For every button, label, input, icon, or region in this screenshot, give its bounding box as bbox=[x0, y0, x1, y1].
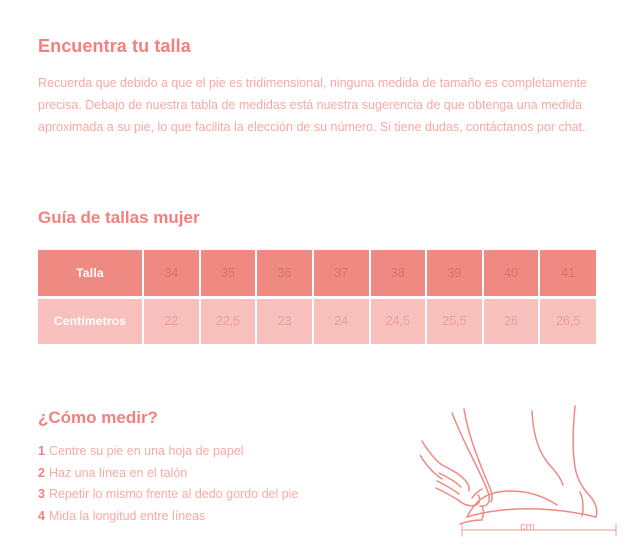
step-text: Haz una línea en el talón bbox=[48, 465, 188, 480]
table-cell-cm: 25,5 bbox=[425, 295, 483, 344]
table-row-talla: Talla 34 35 36 37 38 39 40 41 bbox=[38, 250, 596, 297]
finger-line-2 bbox=[438, 472, 462, 488]
intro-section: Encuentra tu talla Recuerda que debido a… bbox=[38, 36, 598, 138]
step-text: Mida la longitud entre líneas bbox=[48, 508, 206, 523]
finger-line-4 bbox=[435, 487, 459, 501]
size-chart-table: Talla 34 35 36 37 38 39 40 41 Centímetro… bbox=[38, 250, 596, 344]
measurement-unit-label: cm bbox=[520, 521, 535, 533]
list-item: 4 Mida la longitud entre líneas bbox=[38, 506, 418, 528]
hand-back-line bbox=[421, 440, 443, 466]
leg-back-line bbox=[572, 405, 591, 497]
table-cell-cm: 26,5 bbox=[538, 295, 596, 344]
row-header-talla: Talla bbox=[38, 250, 143, 297]
step-number: 4 bbox=[38, 508, 45, 523]
pencil-tip-line bbox=[479, 486, 490, 507]
sole-line bbox=[466, 508, 597, 518]
row-header-centimetros: Centímetros bbox=[38, 295, 143, 344]
pencil-mark-line bbox=[481, 505, 485, 520]
table-cell-cm: 24,5 bbox=[368, 295, 427, 344]
list-item: 3 Repetir lo mismo frente al dedo gordo d… bbox=[38, 484, 418, 506]
table-cell-size: 36 bbox=[255, 250, 313, 297]
hand-wrist-line bbox=[420, 454, 443, 480]
pencil-edge-left bbox=[451, 412, 487, 488]
measurement-bar bbox=[461, 523, 617, 537]
table-cell-size: 40 bbox=[481, 250, 540, 297]
how-to-measure-title: ¿Cómo medir? bbox=[38, 408, 158, 427]
page-title: Encuentra tu talla bbox=[38, 36, 191, 56]
list-item: 2 Haz una línea en el talón bbox=[38, 463, 418, 485]
paper-edge-line bbox=[459, 519, 483, 525]
foot-measuring-illustration bbox=[420, 393, 635, 543]
table-cell-cm: 26 bbox=[481, 295, 540, 344]
finger-line-3 bbox=[436, 480, 460, 495]
big-toe-line bbox=[471, 488, 483, 499]
intro-paragraph: Recuerda que debido a que el pie es trid… bbox=[38, 75, 587, 134]
table-cell-size: 41 bbox=[538, 250, 596, 297]
list-item: 1 Centre su pie en una hoja de papel bbox=[38, 441, 418, 463]
size-guide-title: Guía de tallas mujer bbox=[38, 208, 200, 227]
foot-instep-line bbox=[531, 410, 564, 486]
step-number: 3 bbox=[38, 487, 45, 501]
table-cell-size: 38 bbox=[368, 250, 427, 297]
thumb-line bbox=[457, 494, 481, 507]
finger-line-1 bbox=[441, 464, 470, 492]
table-cell-cm: 24 bbox=[311, 295, 370, 344]
pencil-tip-line-2 bbox=[489, 487, 493, 503]
step-text: Repetir lo mismo frente al dedo gordo de… bbox=[48, 487, 299, 501]
heel-line bbox=[589, 495, 598, 518]
measure-steps-list: 1 Centre su pie en una hoja de papel 2 Haz… bbox=[38, 441, 418, 527]
table-cell-cm: 22,5 bbox=[198, 295, 257, 344]
toe-top-line bbox=[466, 490, 558, 518]
table-cell-size: 39 bbox=[425, 250, 483, 297]
pencil-edge-right bbox=[463, 408, 491, 489]
table-cell-cm: 22 bbox=[142, 295, 200, 344]
table-cell-size: 35 bbox=[198, 250, 257, 297]
step-number: 1 bbox=[38, 444, 45, 458]
ankle-crease-line bbox=[579, 491, 584, 517]
table-cell-size: 37 bbox=[311, 250, 370, 297]
step-number: 2 bbox=[38, 465, 45, 480]
step-text: Centre su pie en una hoja de papel bbox=[48, 444, 244, 458]
table-cell-size: 34 bbox=[142, 250, 200, 297]
table-row-centimetros: Centímetros 22 22,5 23 24 24,5 25,5 26 2… bbox=[38, 295, 596, 344]
table-cell-cm: 23 bbox=[255, 295, 313, 344]
